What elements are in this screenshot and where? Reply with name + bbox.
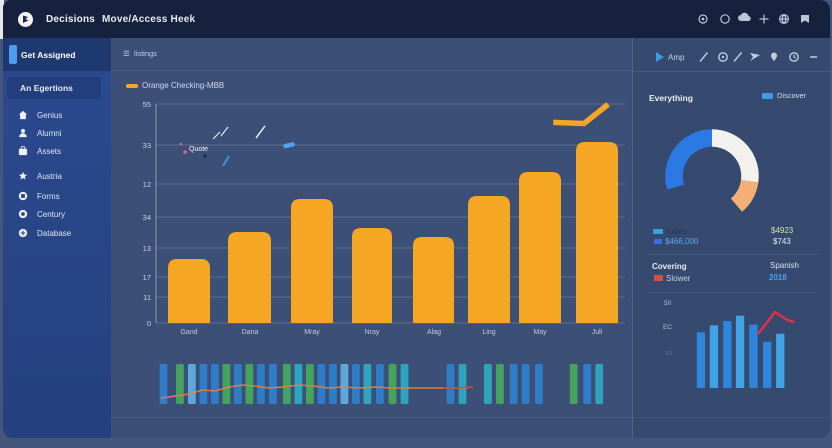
svg-text:Nray: Nray — [365, 329, 380, 336]
svg-text:0: 0 — [147, 319, 151, 328]
svg-text:Quote: Quote — [189, 146, 208, 153]
svg-text:13: 13 — [143, 244, 151, 253]
svg-text:17: 17 — [143, 273, 151, 282]
svg-text:33: 33 — [143, 141, 151, 150]
svg-text:Juli: Juli — [592, 329, 603, 336]
svg-text:11: 11 — [143, 293, 151, 302]
svg-text:Dana: Dana — [242, 329, 259, 336]
svg-text:55: 55 — [143, 100, 151, 109]
svg-text:50: 50 — [664, 300, 672, 307]
svg-text:Amp: Amp — [668, 53, 685, 62]
svg-text:Gand: Gand — [180, 329, 197, 336]
svg-text:May: May — [533, 329, 547, 336]
svg-text:Alag: Alag — [427, 329, 441, 336]
svg-text:10: 10 — [665, 351, 672, 357]
svg-text:EC: EC — [663, 324, 672, 331]
svg-text:34: 34 — [143, 213, 151, 222]
svg-text:Ling: Ling — [482, 329, 495, 336]
svg-text:12: 12 — [143, 180, 151, 189]
svg-text:Mray: Mray — [304, 329, 320, 336]
